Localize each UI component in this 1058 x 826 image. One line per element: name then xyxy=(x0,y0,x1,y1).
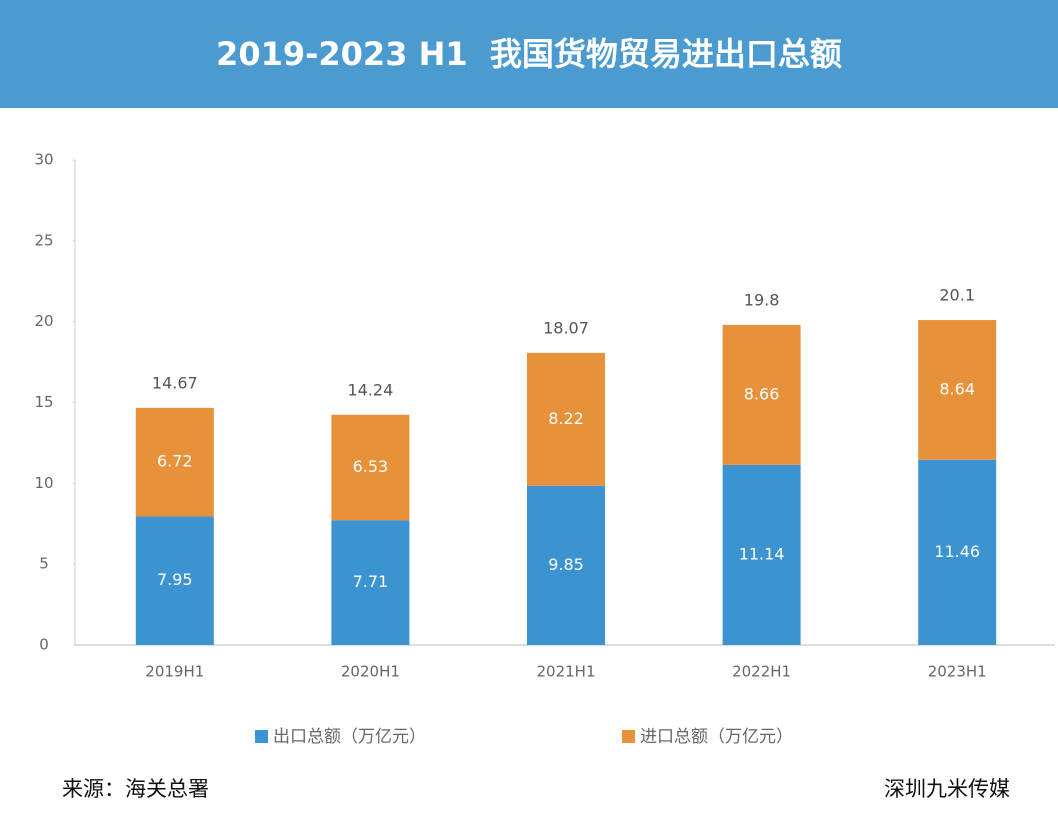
value-label: 9.85 xyxy=(548,555,584,574)
y-tick-label: 25 xyxy=(34,231,53,249)
value-label: 8.64 xyxy=(939,379,975,398)
y-tick-label: 15 xyxy=(34,393,53,411)
value-label: 11.14 xyxy=(739,544,785,563)
bar-segment xyxy=(135,407,214,517)
x-tick-label: 2022H1 xyxy=(732,663,791,681)
value-label: 6.53 xyxy=(353,457,389,476)
total-label: 19.8 xyxy=(744,290,780,309)
bar-segment xyxy=(135,516,214,645)
bar-segment xyxy=(722,324,801,465)
bar-segment xyxy=(918,459,997,645)
y-tick-label: 20 xyxy=(34,312,53,330)
value-label: 7.71 xyxy=(353,572,389,591)
value-label: 8.66 xyxy=(744,384,780,403)
y-tick-label: 0 xyxy=(39,636,49,654)
y-tick-label: 5 xyxy=(39,555,49,573)
y-tick-label: 30 xyxy=(34,151,53,169)
bar-segment xyxy=(527,485,605,645)
bar-segment xyxy=(918,320,997,460)
bar-segment xyxy=(527,352,605,486)
chart-title: 2019-2023 H1 我国货物贸易进出口总额 xyxy=(216,35,842,73)
bar-segment xyxy=(331,414,410,521)
legend-label: 进口总额（万亿元） xyxy=(640,727,793,747)
credit: 深圳九米传媒 xyxy=(884,777,1010,801)
header-band xyxy=(0,0,1058,108)
total-label: 14.67 xyxy=(152,373,198,392)
value-label: 7.95 xyxy=(157,570,193,589)
legend-swatch xyxy=(622,730,635,743)
value-label: 6.72 xyxy=(157,452,193,471)
value-label: 8.22 xyxy=(548,409,584,428)
x-tick-label: 2021H1 xyxy=(537,663,596,681)
total-label: 18.07 xyxy=(543,318,589,337)
x-tick-label: 2023H1 xyxy=(928,663,987,681)
legend-swatch xyxy=(255,730,268,743)
legend-label: 出口总额（万亿元） xyxy=(273,727,426,747)
total-label: 14.24 xyxy=(347,380,393,399)
total-label: 20.1 xyxy=(939,286,975,305)
source: 来源：海关总署 xyxy=(62,777,209,801)
y-tick-label: 10 xyxy=(34,474,53,492)
bar-segment xyxy=(331,520,410,645)
x-tick-label: 2019H1 xyxy=(145,663,204,681)
value-label: 11.46 xyxy=(934,542,980,561)
bar-segment xyxy=(722,464,801,645)
x-tick-label: 2020H1 xyxy=(341,663,400,681)
